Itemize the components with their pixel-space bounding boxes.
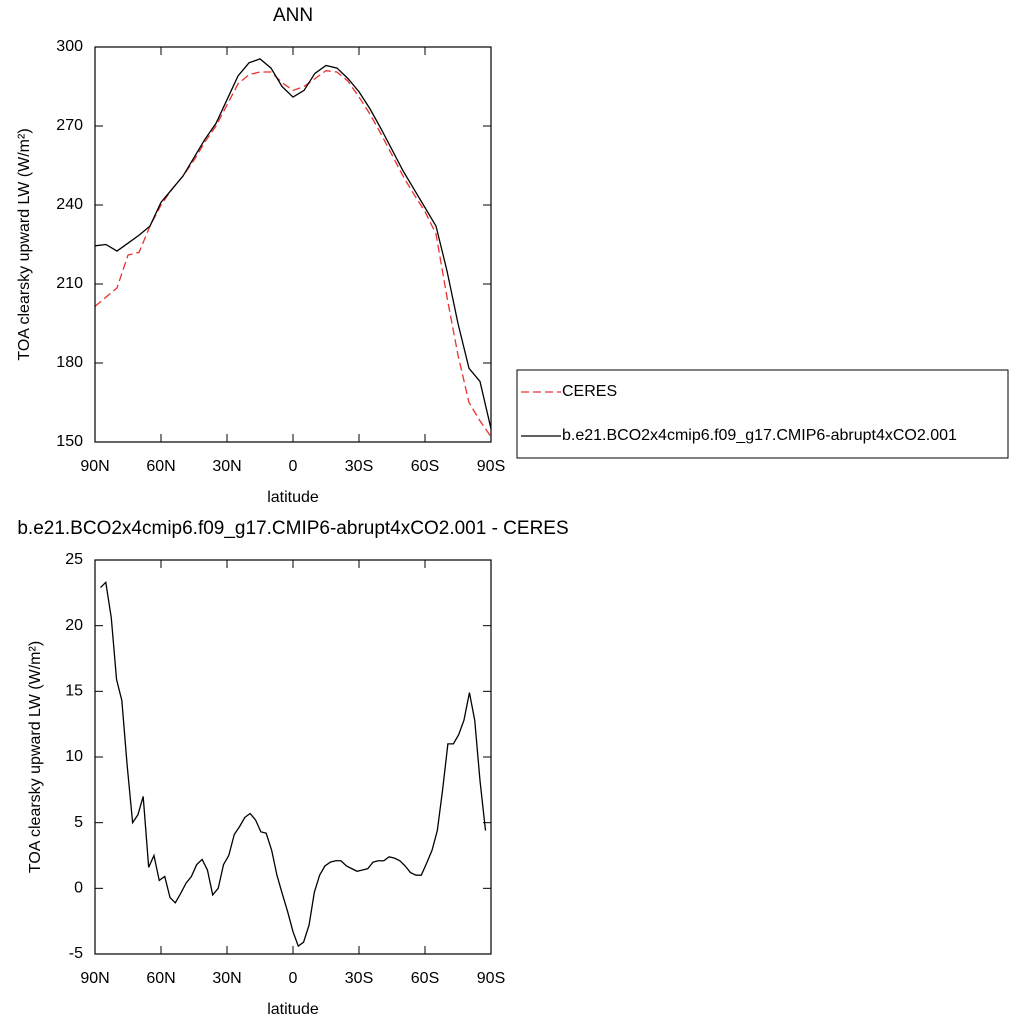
y-tick-label: 0 — [74, 880, 83, 897]
y-tick-label: 210 — [56, 275, 83, 292]
x-axis-label: latitude — [267, 489, 319, 506]
legend-label: b.e21.BCO2x4cmip6.f09_g17.CMIP6-abrupt4x… — [562, 427, 957, 444]
y-tick-label: 15 — [65, 683, 83, 700]
x-tick-label: 60N — [146, 970, 175, 987]
plot-frame — [94, 559, 492, 955]
x-tick-label: 90S — [477, 458, 505, 475]
x-tick-label: 30N — [212, 970, 241, 987]
chart-title: b.e21.BCO2x4cmip6.f09_g17.CMIP6-abrupt4x… — [17, 518, 568, 539]
y-tick-label: 270 — [56, 117, 83, 134]
x-tick-label: 60S — [411, 458, 439, 475]
x-tick-label: 90N — [80, 970, 109, 987]
y-tick-label: 180 — [56, 354, 83, 371]
data-line — [94, 58, 492, 429]
y-tick-label: 240 — [56, 196, 83, 213]
y-tick-label: 150 — [56, 433, 83, 450]
x-tick-label: 0 — [289, 970, 298, 987]
x-tick-label: 30N — [212, 458, 241, 475]
y-tick-label: 25 — [65, 551, 83, 568]
y-tick-label: 10 — [65, 748, 83, 765]
x-tick-label: 60N — [146, 458, 175, 475]
y-tick-label: 5 — [74, 814, 83, 831]
x-axis-label: latitude — [267, 1001, 319, 1018]
chart-title: ANN — [273, 5, 313, 26]
x-tick-label: 30S — [345, 458, 373, 475]
legend-label: CERES — [562, 383, 617, 400]
x-tick-label: 0 — [289, 458, 298, 475]
y-tick-label: 20 — [65, 617, 83, 634]
plot-frame — [94, 46, 492, 443]
y-tick-label: -5 — [69, 945, 83, 962]
x-tick-label: 60S — [411, 970, 439, 987]
x-tick-label: 90N — [80, 458, 109, 475]
x-tick-label: 30S — [345, 970, 373, 987]
legend-box — [516, 369, 1009, 459]
data-line — [100, 580, 487, 948]
y-tick-label: 300 — [56, 38, 83, 55]
data-line — [94, 70, 492, 438]
y-axis-label: TOA clearsky upward LW (W/m²) — [27, 641, 44, 873]
y-axis-label: TOA clearsky upward LW (W/m²) — [16, 128, 33, 360]
x-tick-label: 90S — [477, 970, 505, 987]
